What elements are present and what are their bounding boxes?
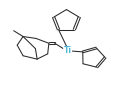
Text: Ti: Ti — [64, 46, 72, 55]
